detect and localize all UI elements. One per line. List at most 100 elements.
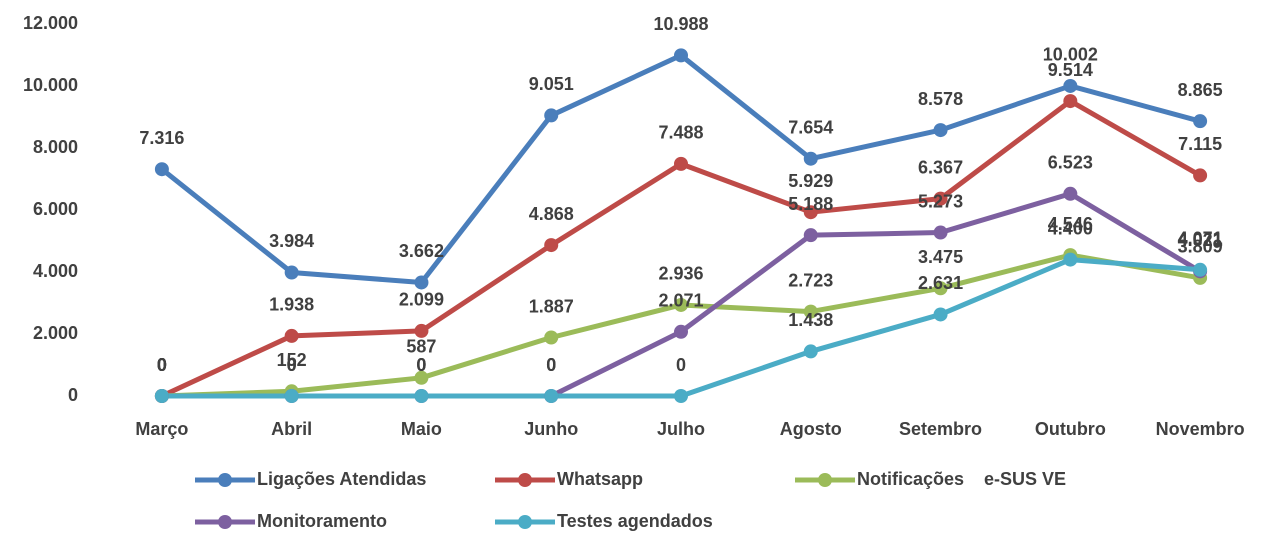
data-label: 5.273 <box>918 191 963 211</box>
legend-label: Notificações e-SUS VE <box>857 469 1066 489</box>
data-label: 0 <box>416 355 426 375</box>
point <box>1063 94 1078 109</box>
data-label: 0 <box>287 355 297 375</box>
point <box>803 228 818 243</box>
data-label: 0 <box>546 355 556 375</box>
point <box>284 265 299 280</box>
data-label: 0 <box>546 355 556 375</box>
data-label: 9.514 <box>1048 60 1093 80</box>
data-label: 0 <box>157 355 167 375</box>
point <box>544 389 559 403</box>
y-tick-label: 4.000 <box>33 261 78 281</box>
point <box>674 324 688 339</box>
point <box>1063 252 1078 267</box>
legend-marker <box>218 515 232 529</box>
data-label: 6.367 <box>918 157 963 177</box>
point <box>284 389 299 403</box>
data-label: 1.887 <box>529 296 574 316</box>
data-label: 0 <box>157 355 167 375</box>
x-tick-label: Outubro <box>1035 419 1106 439</box>
data-label: 2.631 <box>918 273 963 293</box>
data-label: 4.071 <box>1178 229 1223 249</box>
data-label: 10.988 <box>653 14 708 34</box>
legend-marker <box>518 473 532 487</box>
point <box>803 205 818 220</box>
legend-label: Testes agendados <box>557 511 713 531</box>
data-label: 7.654 <box>788 117 833 137</box>
legend-marker <box>818 473 832 487</box>
data-label: 8.865 <box>1178 80 1223 100</box>
point <box>1193 262 1208 277</box>
y-tick-label: 6.000 <box>33 199 78 219</box>
point <box>1193 114 1208 129</box>
data-label: 0 <box>157 355 167 375</box>
point <box>544 330 559 345</box>
legend-label: Whatsapp <box>557 469 643 489</box>
x-tick-label: Março <box>135 419 188 439</box>
point <box>154 389 169 403</box>
data-label: 2.723 <box>788 270 833 290</box>
data-label: 587 <box>406 337 436 357</box>
data-label: 3.662 <box>399 241 444 261</box>
data-label: 4.868 <box>529 204 574 224</box>
y-tick-label: 12.000 <box>23 13 78 33</box>
data-label: 5.188 <box>788 194 833 214</box>
data-label: 2.936 <box>658 264 703 284</box>
point <box>1063 186 1078 201</box>
data-label: 10.002 <box>1043 45 1098 65</box>
data-label: 0 <box>416 355 426 375</box>
point <box>414 370 429 385</box>
x-tick-label: Agosto <box>780 419 842 439</box>
point <box>674 297 688 312</box>
point <box>933 123 948 138</box>
data-label: 5.929 <box>788 171 833 191</box>
data-label: 1.438 <box>788 310 833 330</box>
x-tick-label: Junho <box>524 419 578 439</box>
data-label: 1.938 <box>269 295 314 315</box>
point <box>414 275 429 290</box>
y-tick-label: 0 <box>68 385 78 405</box>
point <box>803 304 818 319</box>
legend-marker <box>218 473 232 487</box>
point <box>154 162 169 177</box>
point <box>674 156 688 171</box>
point <box>544 108 559 123</box>
data-label: 2.099 <box>399 290 444 310</box>
point <box>933 307 948 322</box>
legend-label: Ligações Atendidas <box>257 469 426 489</box>
point <box>933 225 948 240</box>
data-label: 152 <box>277 350 307 370</box>
point <box>1063 78 1078 93</box>
data-label: 3.475 <box>918 247 963 267</box>
data-label: 8.578 <box>918 89 963 109</box>
data-label: 2.071 <box>658 291 703 311</box>
point <box>803 344 818 359</box>
data-label: 7.115 <box>1178 134 1222 154</box>
point <box>933 191 948 206</box>
x-tick-label: Maio <box>401 419 442 439</box>
point <box>803 151 818 166</box>
y-tick-label: 10.000 <box>23 75 78 95</box>
legend-marker <box>518 515 532 529</box>
data-label: 0 <box>676 355 686 375</box>
data-label: 4.021 <box>1178 230 1223 250</box>
point <box>414 323 429 338</box>
x-tick-label: Abril <box>271 419 312 439</box>
y-tick-label: 8.000 <box>33 137 78 157</box>
data-label: 4.400 <box>1048 218 1093 238</box>
data-label: 0 <box>157 355 167 375</box>
point <box>544 238 559 253</box>
data-label: 7.488 <box>658 123 703 143</box>
legend-label: Monitoramento <box>257 511 387 531</box>
x-tick-label: Setembro <box>899 419 982 439</box>
data-label: 7.316 <box>139 128 184 148</box>
data-label: 9.051 <box>529 74 574 94</box>
series-line <box>160 98 1202 399</box>
data-label: 3.984 <box>269 231 314 251</box>
point <box>414 389 429 403</box>
x-tick-label: Julho <box>657 419 705 439</box>
point <box>284 328 299 343</box>
data-label: 6.523 <box>1048 153 1093 173</box>
data-label: 4.546 <box>1048 214 1093 234</box>
